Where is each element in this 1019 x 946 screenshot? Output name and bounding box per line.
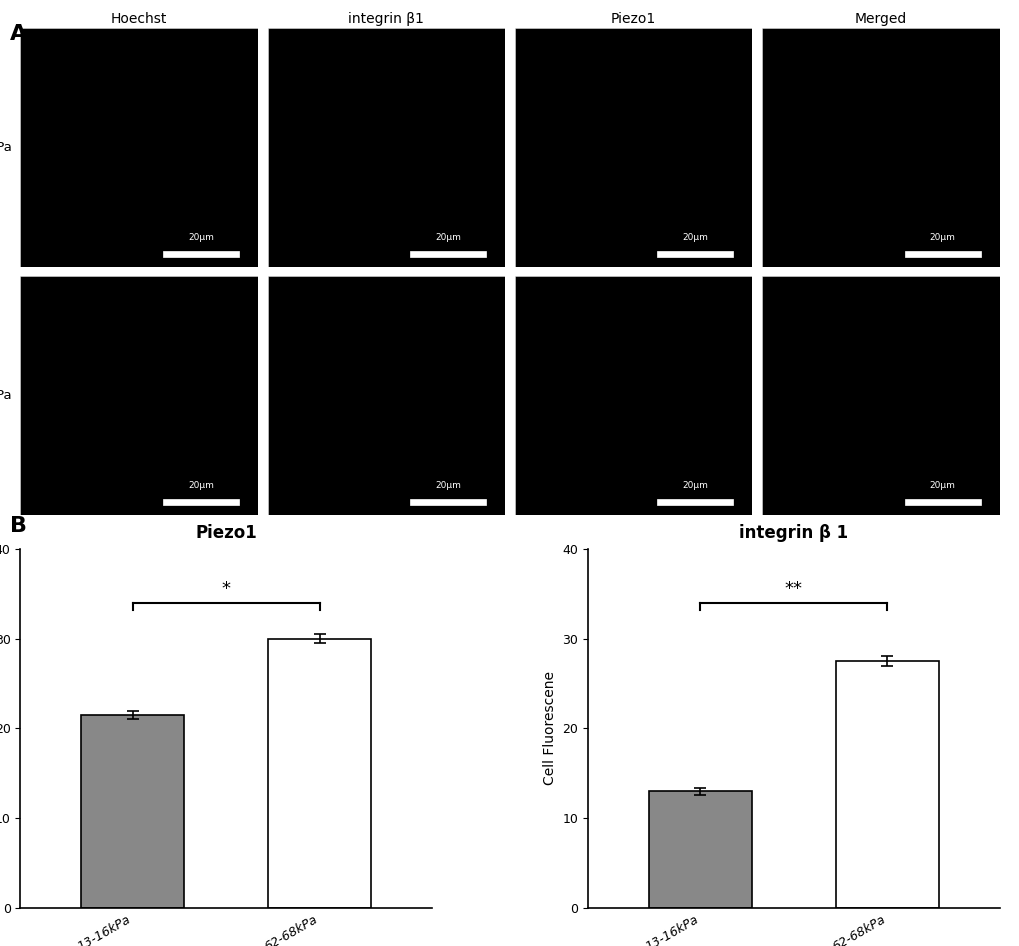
Bar: [268, 639, 371, 908]
Bar: [163, 252, 238, 257]
Bar: [82, 715, 183, 908]
Bar: [163, 499, 238, 505]
Bar: [648, 791, 751, 908]
Title: integrin β 1: integrin β 1: [739, 523, 848, 541]
Text: 20μm: 20μm: [187, 233, 214, 242]
Bar: [836, 661, 937, 908]
Text: 20μm: 20μm: [187, 481, 214, 490]
Y-axis label: 13-16kPa: 13-16kPa: [0, 141, 12, 154]
Bar: [904, 252, 979, 257]
Bar: [904, 499, 979, 505]
Title: Merged: Merged: [854, 11, 906, 26]
Title: Piezo1: Piezo1: [610, 11, 655, 26]
Text: 20μm: 20μm: [682, 481, 707, 490]
Title: Hoechst: Hoechst: [111, 11, 167, 26]
Bar: [410, 499, 486, 505]
Y-axis label: Cell Fluorescene: Cell Fluorescene: [542, 672, 556, 785]
Title: Piezo1: Piezo1: [195, 523, 257, 541]
Text: 20μm: 20μm: [435, 481, 461, 490]
Text: 20μm: 20μm: [928, 481, 955, 490]
Text: 20μm: 20μm: [682, 233, 707, 242]
Text: *: *: [221, 580, 230, 598]
Text: 20μm: 20μm: [435, 233, 461, 242]
Bar: [656, 499, 733, 505]
Bar: [410, 252, 486, 257]
Text: **: **: [784, 580, 802, 598]
Bar: [656, 252, 733, 257]
Text: A: A: [10, 24, 28, 44]
Title: integrin β1: integrin β1: [348, 11, 424, 26]
Text: B: B: [10, 516, 28, 535]
Y-axis label: 62-68kPa: 62-68kPa: [0, 389, 12, 402]
Text: 20μm: 20μm: [928, 233, 955, 242]
